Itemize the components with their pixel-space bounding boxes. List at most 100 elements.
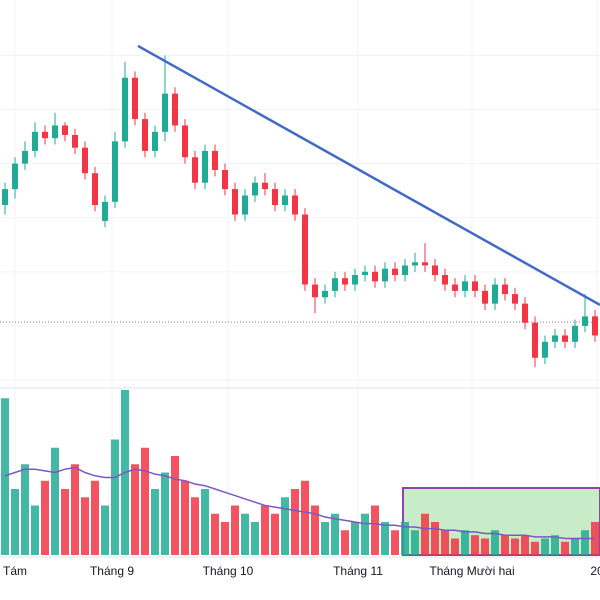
candle-body (362, 271, 368, 275)
volume-bar (421, 513, 429, 555)
candle-body (352, 275, 358, 285)
volume-bar (101, 505, 109, 555)
candle-body (522, 303, 528, 323)
candle-body (252, 182, 258, 196)
candle-body (312, 284, 318, 298)
candle-body (212, 150, 218, 170)
candle-body (342, 278, 348, 285)
volume-bar (331, 513, 339, 555)
candle-body (222, 170, 228, 190)
volume-bar (181, 480, 189, 555)
volume-bar (221, 522, 229, 555)
volume-bar (11, 489, 19, 555)
candle-body (502, 284, 508, 295)
candle-body (412, 262, 418, 266)
volume-bar (531, 541, 539, 555)
x-tick-label: Tháng 10 (203, 564, 254, 578)
candle-body (2, 189, 8, 205)
x-tick-label: 20 (590, 564, 600, 578)
candle-body (512, 294, 518, 304)
volume-bar (31, 505, 39, 555)
x-tick-label: Tám (3, 564, 27, 578)
volume-bar (311, 505, 319, 555)
volume-bar (541, 538, 549, 555)
candle-body (142, 119, 148, 151)
candle-body (52, 125, 58, 139)
candle-body (462, 281, 468, 291)
volume-bar (451, 538, 459, 555)
volume-bar (241, 513, 249, 555)
candle-body (42, 131, 48, 139)
candle-body (382, 268, 388, 282)
candle-body (422, 262, 428, 266)
volume-bar (111, 439, 119, 555)
volume-bar (471, 535, 479, 555)
volume-bar (511, 538, 519, 555)
volume-bar (581, 530, 589, 555)
candle-body (392, 268, 398, 275)
volume-bar (51, 447, 59, 555)
volume-bar (141, 447, 149, 555)
volume-bar (271, 513, 279, 555)
trend-line (137, 44, 600, 306)
volume-bar (481, 538, 489, 555)
candle-body (262, 182, 268, 190)
volume-bar (391, 530, 399, 555)
candle-body (92, 173, 98, 205)
candle-body (132, 77, 138, 120)
volume-bar (301, 480, 309, 555)
volume-bar (21, 464, 29, 555)
volume-bar (251, 522, 259, 555)
candle-body (102, 201, 108, 221)
candle-body (162, 93, 168, 132)
x-tick-label: Tháng Mười hai (429, 564, 514, 578)
candle-body (562, 335, 568, 342)
volume-bar (161, 472, 169, 555)
candle-body (402, 265, 408, 275)
x-tick-label: Tháng 9 (90, 564, 134, 578)
volume-bar (1, 398, 9, 555)
volume-bar (321, 522, 329, 555)
candle-body (482, 290, 488, 304)
candle-body (272, 189, 278, 205)
candle-body (452, 284, 458, 291)
candle-body (172, 93, 178, 126)
volume-bar (81, 497, 89, 555)
volume-bar (381, 522, 389, 555)
candle-body (542, 341, 548, 358)
candle-body (22, 150, 28, 164)
volume-bar (201, 489, 209, 555)
volume-bar (41, 480, 49, 555)
candle-body (572, 325, 578, 342)
candle-body (182, 125, 188, 158)
volume-bar (131, 464, 139, 555)
candle-body (12, 163, 18, 190)
candle-body (302, 214, 308, 285)
candle-body (432, 265, 438, 275)
candle-body (192, 157, 198, 183)
volume-bar (171, 456, 179, 555)
candle-body (492, 284, 498, 304)
candle-body (32, 131, 38, 151)
volume-bar (521, 535, 529, 555)
volume-bar (71, 464, 79, 555)
volume-bar (91, 480, 99, 555)
candle-body (232, 189, 238, 215)
volume-bar (231, 505, 239, 555)
candle-body (82, 147, 88, 174)
volume-bar (361, 513, 369, 555)
candle-body (112, 141, 118, 202)
candle-body (282, 195, 288, 205)
volume-bar (561, 541, 569, 555)
volume-bar (401, 522, 409, 555)
volume-bar (351, 522, 359, 555)
candle-body (72, 135, 78, 148)
candle-body (322, 290, 328, 298)
candle-body (372, 271, 378, 282)
volume-bar (151, 489, 159, 555)
volume-bar (491, 530, 499, 555)
volume-bar (61, 489, 69, 555)
candle-body (472, 281, 478, 291)
volume-bar (211, 513, 219, 555)
candle-body (582, 316, 588, 326)
